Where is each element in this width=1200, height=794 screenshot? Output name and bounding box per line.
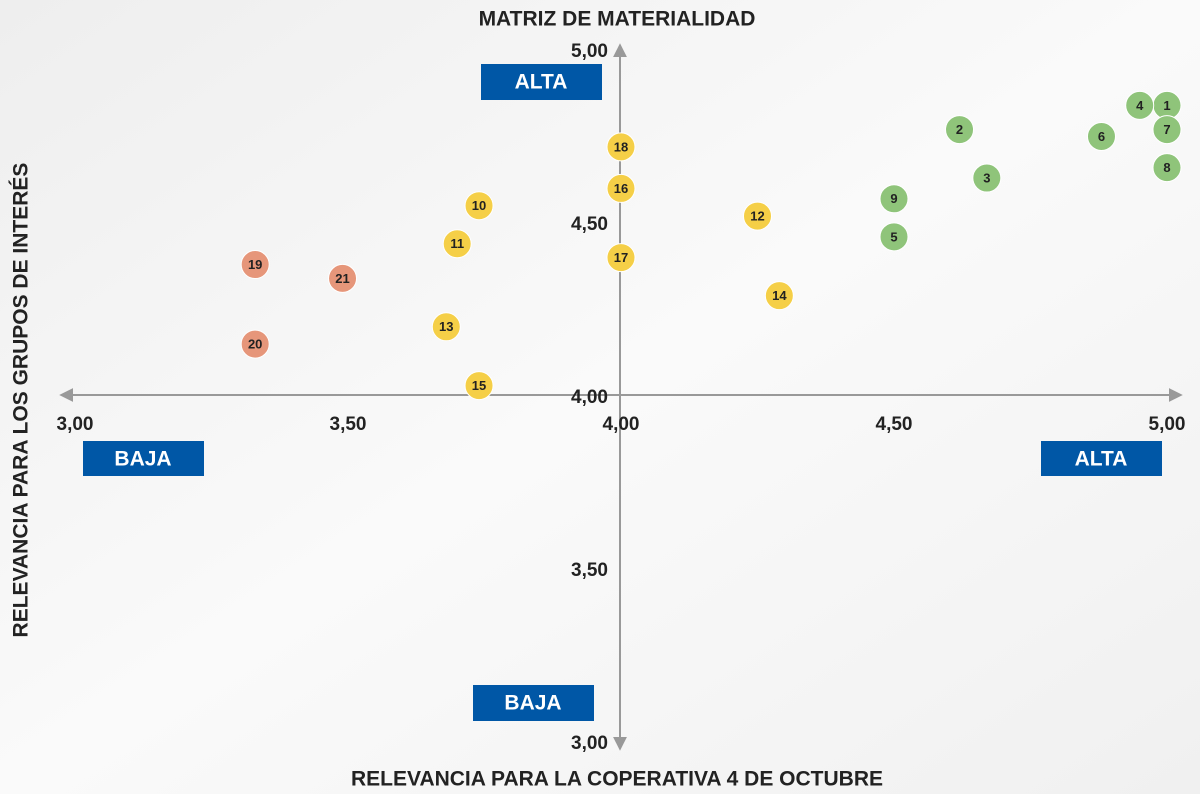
point-label: 21 bbox=[335, 271, 349, 286]
point bbox=[1086, 122, 1116, 151]
point bbox=[879, 222, 909, 252]
point-label: 3 bbox=[983, 170, 990, 185]
point-label: 16 bbox=[614, 181, 628, 196]
x-tick-label: 3,50 bbox=[330, 414, 367, 435]
point-label: 7 bbox=[1163, 122, 1170, 137]
y-tick-label: 3,50 bbox=[571, 560, 608, 581]
point bbox=[1125, 90, 1155, 120]
x-axis-title: RELEVANCIA PARA LA COPERATIVA 4 DE OCTUB… bbox=[351, 768, 883, 791]
quadrant-box bbox=[473, 685, 594, 721]
x-tick-label: 4,00 bbox=[603, 414, 640, 435]
x-tick-label: 3,00 bbox=[57, 414, 94, 435]
y-axis-title: RELEVANCIA PARA LOS GRUPOS DE INTERÉS bbox=[10, 163, 33, 638]
point-label: 12 bbox=[750, 209, 764, 224]
x-tick-label: 4,50 bbox=[876, 414, 913, 435]
point bbox=[743, 201, 772, 231]
point bbox=[879, 184, 909, 214]
quadrant-box bbox=[481, 64, 602, 100]
y-tick-label: 5,00 bbox=[571, 41, 608, 62]
point bbox=[606, 243, 636, 273]
point bbox=[945, 115, 975, 145]
y-tick-label: 4,50 bbox=[571, 214, 608, 235]
point bbox=[442, 229, 472, 259]
point-label: 2 bbox=[956, 122, 963, 137]
point bbox=[464, 191, 494, 221]
point-label: 14 bbox=[772, 288, 787, 303]
point-label: 20 bbox=[248, 337, 262, 352]
point-label: 11 bbox=[450, 236, 464, 251]
point bbox=[431, 312, 461, 342]
point-label: 8 bbox=[1163, 160, 1170, 175]
quadrant-label: BAJA bbox=[114, 448, 171, 471]
point-label: 19 bbox=[248, 257, 262, 272]
point-label: 1 bbox=[1163, 98, 1170, 113]
point bbox=[464, 371, 494, 401]
point bbox=[240, 329, 270, 359]
point bbox=[972, 163, 1002, 193]
point-label: 4 bbox=[1136, 98, 1144, 113]
quadrant-label: ALTA bbox=[515, 71, 568, 94]
y-tick-label: 4,00 bbox=[571, 387, 608, 408]
x-tick-label: 5,00 bbox=[1149, 414, 1186, 435]
point-label: 9 bbox=[890, 191, 897, 206]
quadrant-label: BAJA bbox=[504, 692, 561, 715]
point bbox=[1152, 153, 1182, 183]
point bbox=[240, 250, 270, 280]
point-label: 17 bbox=[614, 250, 628, 265]
quadrant-box bbox=[1041, 441, 1162, 476]
point bbox=[764, 281, 794, 311]
point-label: 6 bbox=[1098, 129, 1105, 144]
point bbox=[1152, 115, 1182, 145]
point-label: 13 bbox=[439, 319, 453, 334]
quadrant-label: ALTA bbox=[1075, 448, 1128, 471]
y-tick-label: 3,00 bbox=[571, 733, 608, 754]
point-label: 18 bbox=[614, 139, 628, 154]
point-label: 10 bbox=[472, 198, 486, 213]
point-label: 15 bbox=[472, 378, 486, 393]
quadrant-box bbox=[83, 441, 204, 476]
point-label: 5 bbox=[890, 229, 897, 244]
point bbox=[606, 132, 636, 162]
point bbox=[328, 263, 358, 293]
point bbox=[606, 173, 636, 203]
chart-title: MATRIZ DE MATERIALIDAD bbox=[479, 8, 756, 31]
